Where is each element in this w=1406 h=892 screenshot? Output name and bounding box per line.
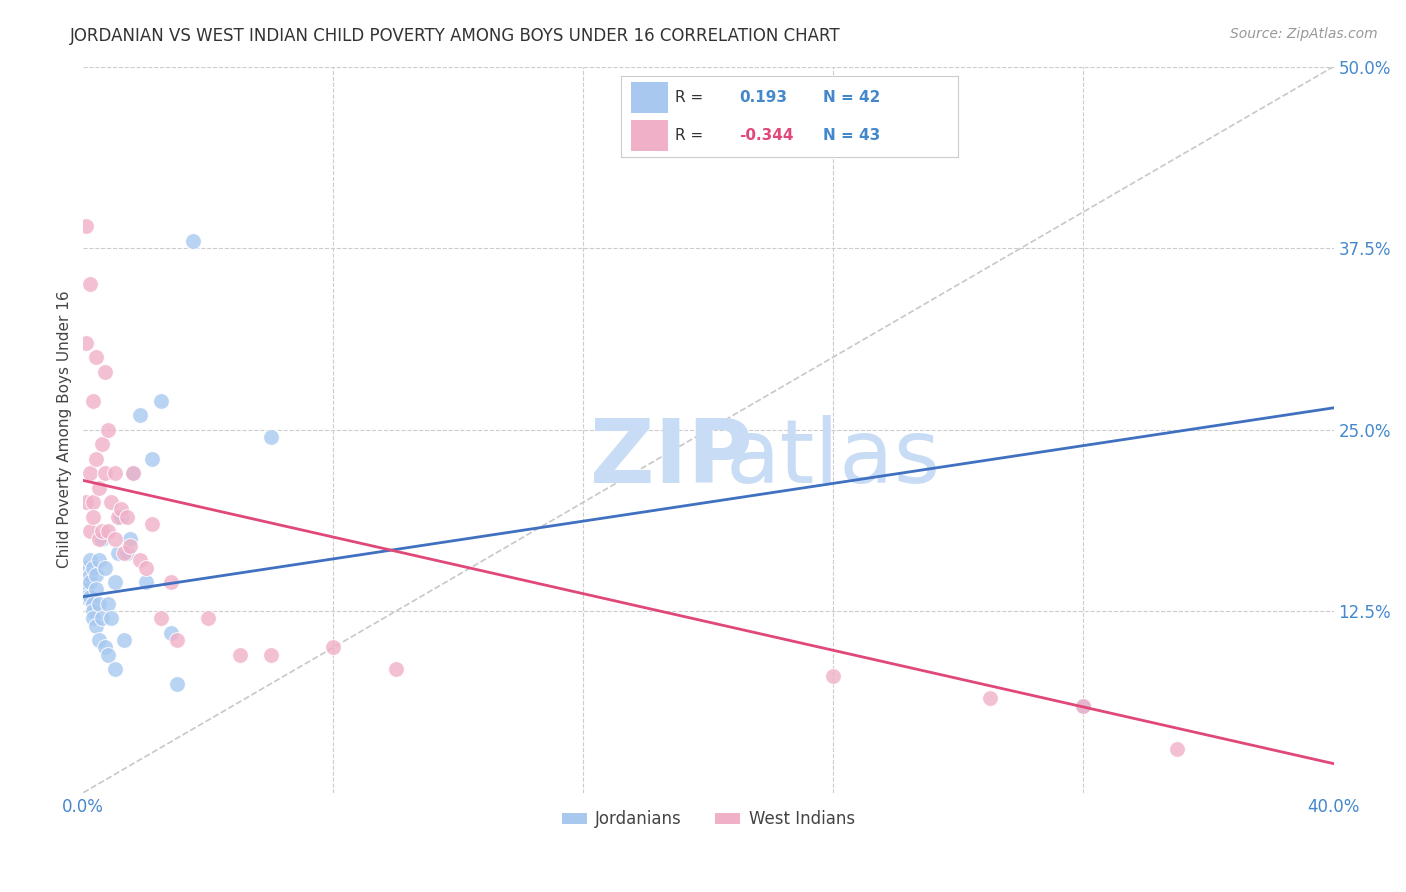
Point: [197, 611, 219, 625]
Point: [1073, 698, 1095, 713]
Point: [103, 532, 125, 546]
Text: atlas: atlas: [725, 415, 941, 502]
Text: Source: ZipAtlas.com: Source: ZipAtlas.com: [1230, 27, 1378, 41]
Point: [166, 633, 188, 648]
Point: [84, 618, 107, 632]
Point: [84, 567, 107, 582]
Point: [150, 393, 173, 408]
Point: [135, 560, 157, 574]
Point: [91, 611, 114, 625]
Point: [122, 466, 145, 480]
Y-axis label: Child Poverty Among Boys Under 16: Child Poverty Among Boys Under 16: [58, 291, 72, 568]
Point: [87, 597, 110, 611]
Point: [91, 524, 114, 539]
Point: [82, 393, 104, 408]
Point: [120, 539, 142, 553]
Point: [87, 481, 110, 495]
Point: [94, 560, 117, 574]
Point: [97, 524, 120, 539]
Point: [166, 677, 188, 691]
Point: [823, 669, 845, 683]
Point: [1166, 742, 1188, 756]
Point: [115, 546, 138, 560]
Point: [91, 532, 114, 546]
Point: [94, 365, 117, 379]
Point: [75, 582, 97, 597]
Point: [1073, 698, 1095, 713]
Point: [112, 633, 135, 648]
Legend: Jordanians, West Indians: Jordanians, West Indians: [555, 804, 862, 835]
Point: [141, 451, 163, 466]
Point: [87, 532, 110, 546]
Point: [110, 502, 132, 516]
Point: [260, 430, 283, 444]
Point: [94, 466, 117, 480]
Point: [100, 495, 122, 509]
Point: [100, 611, 122, 625]
Point: [159, 626, 181, 640]
Point: [75, 575, 97, 590]
Point: [228, 648, 250, 662]
Point: [181, 234, 204, 248]
Point: [79, 575, 101, 590]
Point: [82, 597, 104, 611]
Point: [94, 640, 117, 655]
Point: [79, 553, 101, 567]
Point: [107, 509, 129, 524]
Point: [82, 604, 104, 618]
Point: [91, 437, 114, 451]
Point: [97, 597, 120, 611]
Point: [120, 532, 142, 546]
Point: [122, 466, 145, 480]
Point: [79, 567, 101, 582]
Text: ZIP: ZIP: [589, 415, 752, 502]
Point: [75, 560, 97, 574]
Point: [84, 451, 107, 466]
Point: [103, 575, 125, 590]
Point: [79, 524, 101, 539]
Point: [82, 495, 104, 509]
Point: [79, 277, 101, 292]
Point: [79, 590, 101, 604]
Point: [87, 633, 110, 648]
Point: [87, 553, 110, 567]
Point: [82, 509, 104, 524]
Point: [385, 662, 408, 676]
Text: JORDANIAN VS WEST INDIAN CHILD POVERTY AMONG BOYS UNDER 16 CORRELATION CHART: JORDANIAN VS WEST INDIAN CHILD POVERTY A…: [70, 27, 841, 45]
Point: [979, 691, 1001, 706]
Point: [128, 553, 150, 567]
Point: [112, 546, 135, 560]
Point: [103, 466, 125, 480]
Point: [322, 640, 344, 655]
Point: [110, 509, 132, 524]
Point: [79, 466, 101, 480]
Point: [75, 590, 97, 604]
Point: [135, 575, 157, 590]
Point: [82, 611, 104, 625]
Point: [75, 335, 97, 350]
Point: [150, 611, 173, 625]
Point: [75, 495, 97, 509]
Point: [84, 582, 107, 597]
Point: [128, 408, 150, 422]
Point: [97, 648, 120, 662]
Point: [115, 509, 138, 524]
Point: [75, 219, 97, 234]
Point: [84, 350, 107, 364]
Point: [82, 560, 104, 574]
Point: [260, 648, 283, 662]
Point: [159, 575, 181, 590]
Point: [97, 423, 120, 437]
Point: [141, 516, 163, 531]
Point: [103, 662, 125, 676]
Point: [107, 546, 129, 560]
